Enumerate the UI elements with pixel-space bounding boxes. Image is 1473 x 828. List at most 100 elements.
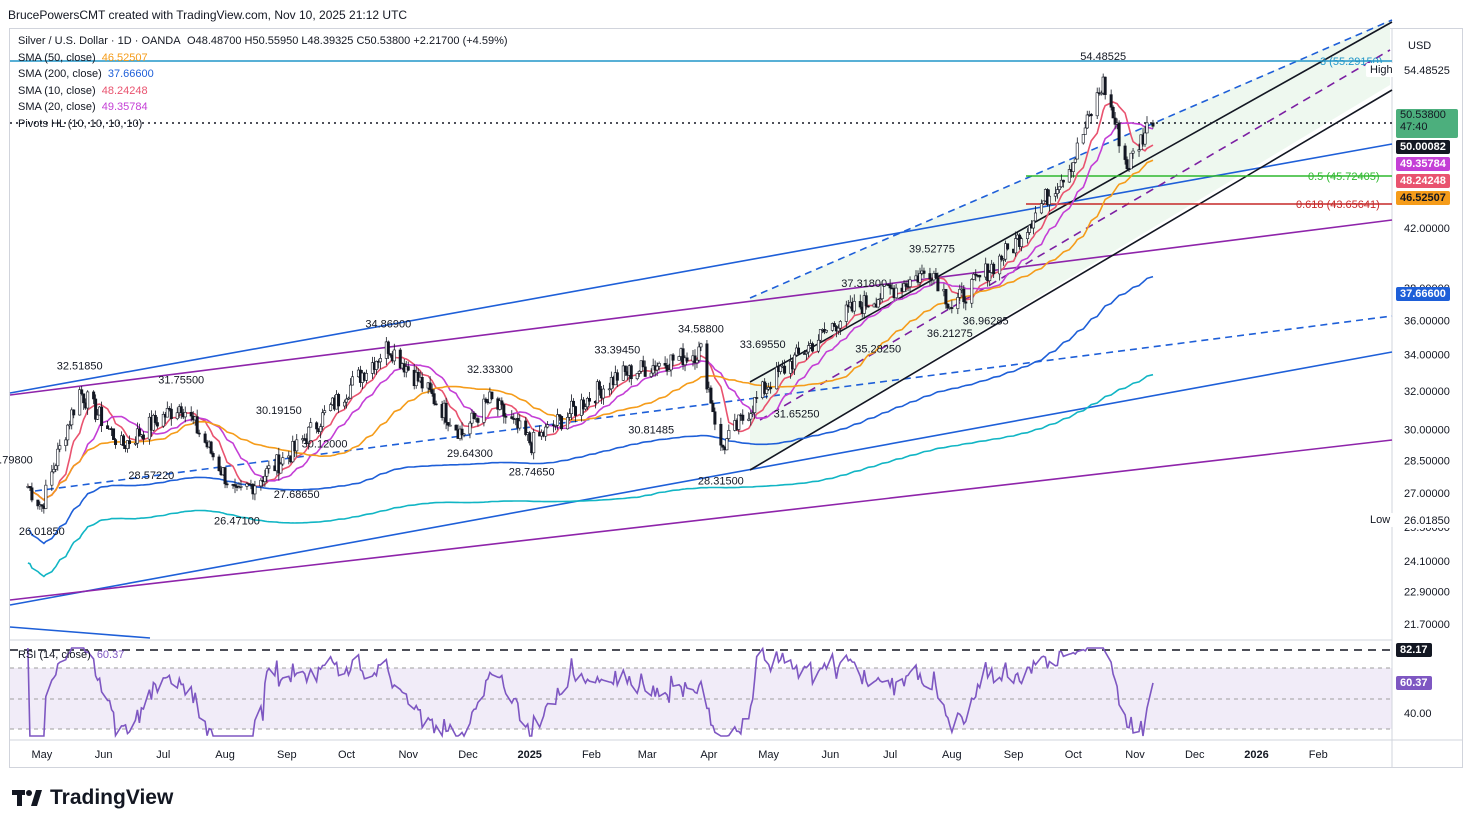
candle-body bbox=[1131, 150, 1135, 154]
candle-body bbox=[832, 323, 836, 327]
sma50-badge: 46.52507 bbox=[1396, 191, 1450, 205]
candle-body bbox=[528, 432, 532, 444]
candle-body bbox=[1059, 179, 1063, 188]
candle-body bbox=[68, 424, 72, 427]
candle-body bbox=[810, 343, 814, 352]
candle-body bbox=[78, 389, 82, 416]
legend-sma200-value: 37.66600 bbox=[107, 68, 154, 80]
candle-body bbox=[852, 301, 856, 312]
candle-body bbox=[295, 439, 299, 452]
trendline-purple-lower bbox=[9, 439, 1393, 601]
candle-body bbox=[864, 295, 868, 307]
pivot-label-6: 28.74650 bbox=[509, 466, 555, 478]
pivot-label-23: 26.01850 bbox=[19, 526, 65, 538]
candle-body bbox=[462, 433, 466, 436]
chart-frame[interactable] bbox=[9, 28, 1463, 768]
legend-sma200[interactable]: SMA (200, close) 37.66600 bbox=[18, 66, 508, 83]
candle-body bbox=[532, 432, 536, 454]
candle-body bbox=[587, 398, 591, 402]
legend-pivots[interactable]: Pivots HL (10, 10, 10, 10) bbox=[18, 116, 508, 133]
candle-body bbox=[432, 393, 436, 405]
time-tick-0: May bbox=[31, 749, 52, 761]
time-tick-7: Dec bbox=[458, 749, 478, 761]
price-tick-0: 42.00000 bbox=[1404, 223, 1450, 235]
time-tick-2: Jul bbox=[156, 749, 170, 761]
candle-body bbox=[607, 388, 611, 391]
candle-body bbox=[667, 369, 671, 372]
time-tick-5: Oct bbox=[338, 749, 355, 761]
tradingview-logo[interactable]: TradingView bbox=[12, 786, 173, 810]
candle-body bbox=[504, 416, 508, 418]
rsi-upper-badge: 82.17 bbox=[1396, 643, 1432, 657]
candle-body bbox=[1143, 132, 1147, 145]
candle-body bbox=[167, 408, 171, 410]
sma-long-line bbox=[27, 373, 1154, 578]
pivot-label-21: 26.47100 bbox=[214, 516, 260, 528]
candle-body bbox=[82, 393, 86, 404]
candle-body bbox=[568, 413, 572, 418]
candle-body bbox=[319, 426, 323, 433]
legend-symbol-row[interactable]: Silver / U.S. Dollar · 1D · OANDA O48.48… bbox=[18, 33, 508, 50]
candle-body bbox=[908, 279, 912, 287]
pivot-label-16: 36.96285 bbox=[963, 316, 1009, 328]
candle-body bbox=[677, 356, 681, 361]
candle-body bbox=[844, 304, 848, 322]
candle-body bbox=[1117, 122, 1121, 147]
legend-sma10-value: 48.24248 bbox=[101, 84, 148, 97]
candle-body bbox=[585, 398, 589, 408]
candle-body bbox=[755, 397, 759, 399]
candle-body bbox=[239, 486, 243, 488]
candle-body bbox=[1014, 238, 1018, 254]
candle-body bbox=[621, 365, 625, 381]
price-tick-3: 34.00000 bbox=[1404, 350, 1450, 362]
legend-sma10[interactable]: SMA (10, close) 48.24248 bbox=[18, 83, 508, 100]
price-tick-2: 36.00000 bbox=[1404, 315, 1450, 327]
candle-body bbox=[765, 388, 769, 394]
legend-sma50[interactable]: SMA (50, close) 46.52507 bbox=[18, 50, 508, 67]
trendline-blue-lower bbox=[9, 351, 1393, 606]
time-tick-1: Jun bbox=[95, 749, 113, 761]
candle-body bbox=[876, 299, 880, 308]
candle-body bbox=[386, 341, 390, 354]
candle-body bbox=[657, 363, 661, 367]
channel-fill bbox=[750, 20, 1390, 470]
candle-body bbox=[671, 354, 675, 361]
candle-body bbox=[472, 412, 476, 419]
candle-body bbox=[888, 284, 892, 289]
candle-body bbox=[498, 400, 502, 410]
legend-sma10-label: SMA (10, close) bbox=[18, 84, 96, 97]
candle-body bbox=[950, 307, 954, 309]
candle-body bbox=[681, 348, 685, 366]
legend-sma20-label: SMA (20, close) bbox=[18, 101, 96, 113]
candle-body bbox=[92, 391, 96, 400]
candle-body bbox=[1137, 149, 1141, 152]
candle-body bbox=[446, 422, 450, 426]
candle-body bbox=[1073, 158, 1077, 163]
candle-body bbox=[747, 418, 751, 421]
candle-body bbox=[58, 445, 62, 450]
legend-sma20[interactable]: SMA (20, close) 49.35784 bbox=[18, 99, 508, 116]
candle-body bbox=[970, 279, 974, 304]
candle-body bbox=[570, 400, 574, 414]
candle-body bbox=[709, 387, 713, 404]
sma20-badge: 49.35784 bbox=[1396, 157, 1450, 171]
rsi-legend[interactable]: RSI (14, close) 60.37 bbox=[18, 647, 124, 664]
candle-body bbox=[1055, 189, 1059, 194]
moving-averages bbox=[27, 101, 1154, 578]
candle-body bbox=[705, 343, 709, 390]
candle-body bbox=[28, 486, 32, 489]
candle-body bbox=[343, 401, 347, 407]
candle-body bbox=[1028, 224, 1032, 233]
time-tick-19: Dec bbox=[1185, 749, 1205, 761]
candle-body bbox=[460, 428, 464, 436]
last-price-value: 50.53800 bbox=[1400, 109, 1446, 121]
candle-body bbox=[663, 363, 667, 366]
candle-body bbox=[444, 402, 448, 423]
candle-body bbox=[713, 411, 717, 425]
candle-body bbox=[615, 372, 619, 381]
candle-body bbox=[685, 357, 689, 362]
candle-body bbox=[524, 420, 528, 435]
candle-body bbox=[779, 365, 783, 372]
candle-body bbox=[1067, 169, 1071, 183]
